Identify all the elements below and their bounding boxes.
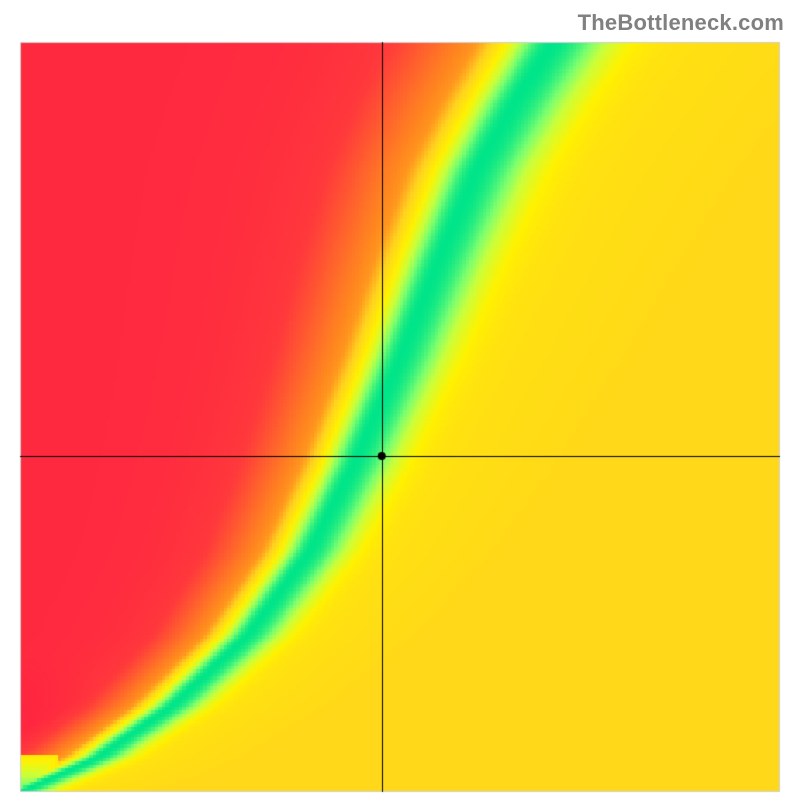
watermark-text: TheBottleneck.com (578, 10, 784, 36)
bottleneck-heatmap (0, 0, 800, 800)
